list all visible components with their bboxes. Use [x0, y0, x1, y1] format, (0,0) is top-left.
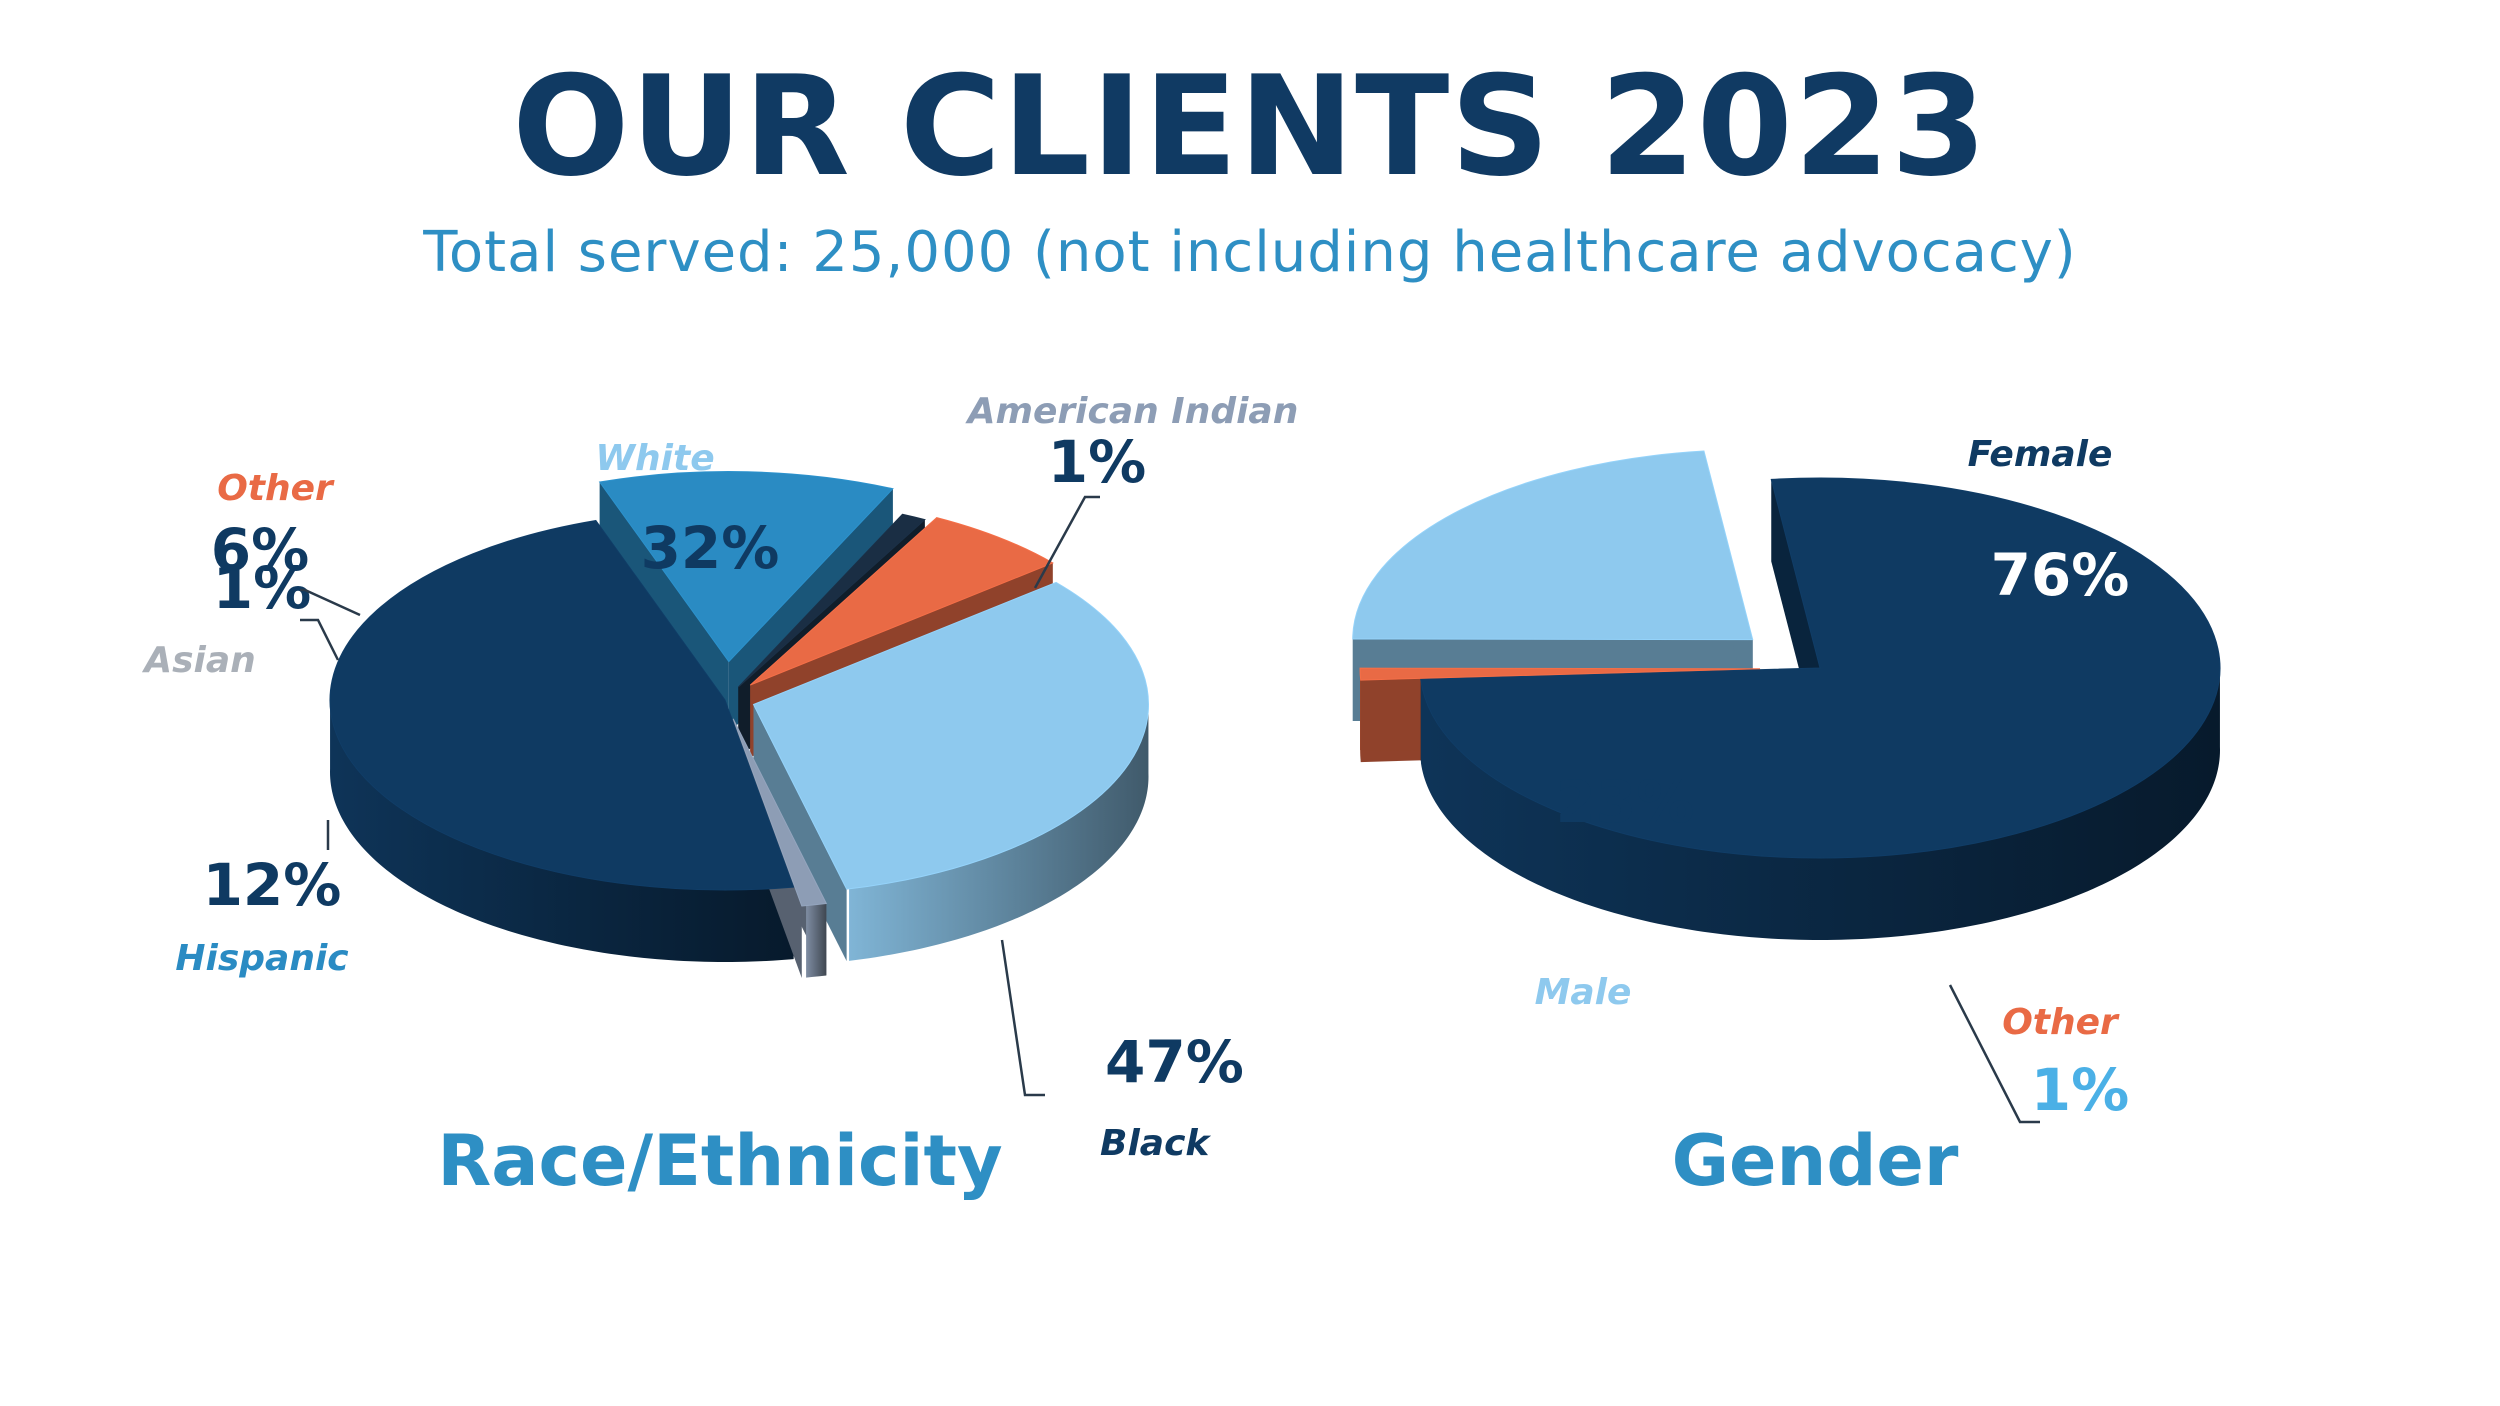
american-indian-percent-label: 1%	[1048, 428, 1146, 496]
asian-leader-line	[300, 618, 340, 661]
asian-percent-label: 1%	[213, 554, 311, 622]
page-subtitle: Total served: 25,000 (not including heal…	[423, 220, 2077, 285]
race-ethnicity-chart: 47% Black 12% Hispanic 1% Asian 6% Other 32% Whit…	[141, 391, 1298, 1202]
black-category-label: Black	[1100, 1123, 1211, 1164]
white-category-label: White	[595, 438, 714, 479]
other-category-label: Other	[2002, 1002, 2120, 1043]
asian-category-label: Asian	[141, 640, 256, 681]
female-side-wall	[1420, 664, 2220, 940]
american-indian-slice	[732, 718, 828, 907]
other-percent-label: 6%	[211, 516, 309, 584]
chart-title: Race/Ethnicity	[437, 1120, 1002, 1202]
white-side-wall	[849, 701, 1149, 961]
female-category-label: Female	[1968, 434, 2113, 475]
female-percent-label: 76%	[1991, 541, 2130, 609]
american-indian-leader-line	[1033, 495, 1100, 589]
chart-title: Gender	[1672, 1120, 1959, 1202]
other-side-wall	[1360, 670, 1361, 763]
female-slice	[1420, 477, 2221, 859]
male-slice	[1352, 450, 1754, 641]
other-slice	[1359, 667, 1761, 681]
gender-chart: 76% Female 1% Other 23% Male Gender	[1352, 434, 2221, 1202]
hispanic-category-label: Hispanic	[175, 938, 348, 979]
white-percent-label: 32%	[641, 514, 780, 582]
american-indian-category-label: American Indian	[965, 391, 1299, 432]
black-slice	[329, 519, 795, 891]
asian-slice	[737, 513, 926, 688]
black-percent-label: 47%	[1105, 1028, 1244, 1096]
black-side-wall	[330, 696, 794, 962]
other-category-label: Other	[217, 468, 335, 509]
hispanic-percent-label: 12%	[203, 851, 342, 919]
other-leader-line	[300, 588, 361, 617]
american-indian-side-wall	[806, 903, 827, 978]
black-leader-line	[1000, 939, 1045, 1097]
hispanic-slice	[598, 471, 894, 663]
male-category-label: Male	[1535, 972, 1632, 1013]
other-leader-line	[1948, 984, 2040, 1124]
white-slice	[752, 581, 1149, 890]
page-title: OUR CLIENTS 2023	[512, 46, 1988, 207]
male-percent-label: 23%	[1556, 768, 1695, 836]
other-percent-label: 1%	[2031, 1056, 2129, 1124]
